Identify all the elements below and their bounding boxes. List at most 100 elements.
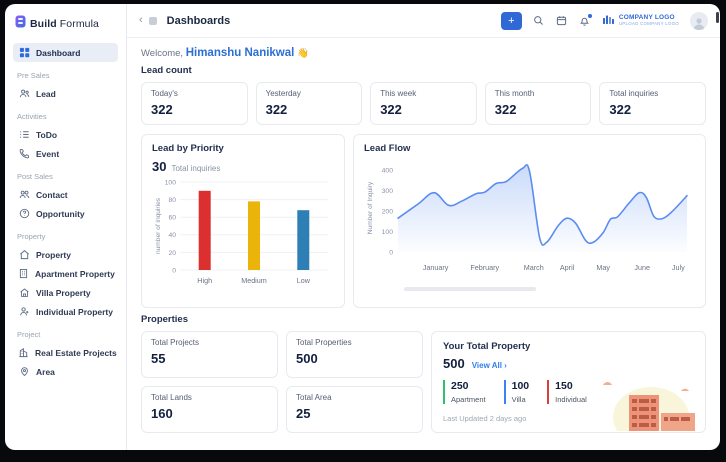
stat-label: Villa <box>512 395 530 404</box>
event-phone-icon <box>18 148 30 160</box>
sidebar-item-apartment-property[interactable]: Apartment Property <box>13 264 118 283</box>
user-avatar[interactable] <box>690 12 708 30</box>
sidebar-item-opportunity[interactable]: Opportunity <box>13 204 118 223</box>
opportunity-help-circle-icon <box>18 208 30 220</box>
apartment-stat: 250 Apartment <box>443 380 486 404</box>
buildings-illustration <box>581 369 701 433</box>
add-button[interactable]: + <box>501 12 522 30</box>
sidebar-item-label: ToDo <box>36 130 57 140</box>
chevron-right-icon: › <box>504 361 507 370</box>
stat-value: 322 <box>609 102 696 117</box>
app-logo[interactable]: Build Formula <box>15 15 118 33</box>
chevron-left-icon: ‹ <box>139 15 143 26</box>
bell-icon[interactable] <box>579 15 591 27</box>
stat-value: 322 <box>266 102 353 117</box>
svg-text:80: 80 <box>168 197 176 204</box>
company-logo[interactable]: COMPANY LOGO UPLOAD COMPANY LOGO <box>602 12 679 30</box>
lead-by-priority-card: Lead by Priority 30 Total inquiries 0204… <box>141 134 345 308</box>
sidebar-item-label: Lead <box>36 89 56 99</box>
total-lands-card[interactable]: Total Lands160 <box>141 386 278 433</box>
stat-label: Total Area <box>296 393 413 402</box>
sidebar-item-label: Area <box>36 367 55 377</box>
sidebar-item-villa-property[interactable]: Villa Property <box>13 283 118 302</box>
svg-text:0: 0 <box>172 267 176 274</box>
lead-card-total-inquiries[interactable]: Total inquiries322 <box>599 82 706 125</box>
stat-value: 160 <box>151 406 268 421</box>
todo-list-icon <box>18 129 30 141</box>
lead-people-icon <box>18 88 30 100</box>
sidebar-section-project: Project <box>17 330 114 339</box>
villa-stat: 100Villa <box>504 380 530 404</box>
vertical-scrollbar-thumb[interactable] <box>716 12 719 23</box>
svg-text:Low: Low <box>297 276 311 285</box>
sidebar-item-label: Opportunity <box>36 209 85 219</box>
total-area-card[interactable]: Total Area25 <box>286 386 423 433</box>
stat-value: 322 <box>380 102 467 117</box>
sidebar-section-property: Property <box>17 232 114 241</box>
total-property-value: 500 <box>443 356 465 371</box>
lead-card-this-week[interactable]: This week 322 <box>370 82 477 125</box>
calendar-icon[interactable] <box>556 15 568 27</box>
sidebar-item-contact[interactable]: Contact <box>13 185 118 204</box>
sidebar-item-individual-property[interactable]: Individual Property <box>13 302 118 321</box>
svg-text:100: 100 <box>382 229 394 236</box>
sidebar-item-area[interactable]: Area <box>13 362 118 381</box>
lead-card-this-month[interactable]: This month322 <box>485 82 592 125</box>
app-logo-text: Build Formula <box>30 18 99 30</box>
sidebar-item-label: Apartment Property <box>35 269 115 279</box>
view-all-link[interactable]: View All › <box>472 361 507 370</box>
svg-text:January: January <box>423 263 449 272</box>
stat-label: This month <box>495 89 582 98</box>
app-window: Build Formula Dashboard Pre Sales Lead A… <box>5 4 720 450</box>
stat-value: 250 <box>451 380 486 392</box>
svg-text:March: March <box>524 263 544 272</box>
sidebar-item-label: Individual Property <box>36 307 113 317</box>
total-projects-card[interactable]: Total Projects55 <box>141 331 278 378</box>
sidebar-item-event[interactable]: Event <box>13 144 118 163</box>
stat-value: 500 <box>296 351 413 366</box>
page-title: Dashboards <box>167 15 231 27</box>
property-home-icon <box>18 249 30 261</box>
svg-text:20: 20 <box>168 250 176 257</box>
sidebar: Build Formula Dashboard Pre Sales Lead A… <box>5 4 127 450</box>
chart-horizontal-scrollbar[interactable] <box>404 287 536 291</box>
contact-people-icon <box>18 189 30 201</box>
sidebar-item-label: Dashboard <box>36 48 80 58</box>
sidebar-item-label: Villa Property <box>36 288 91 298</box>
sidebar-collapse-button[interactable]: ‹ Dashboards <box>139 15 230 27</box>
lead-card-yesterday[interactable]: Yesterday 322 <box>256 82 363 125</box>
sidebar-item-real-estate-projects[interactable]: Real Estate Projects <box>13 343 118 362</box>
search-icon[interactable] <box>533 15 545 27</box>
villa-house-icon <box>18 287 30 299</box>
svg-text:60: 60 <box>168 215 176 222</box>
total-properties-card[interactable]: Total Properties500 <box>286 331 423 378</box>
lead-card-todays[interactable]: Today's322 <box>141 82 248 125</box>
svg-text:40: 40 <box>168 232 176 239</box>
sidebar-item-label: Event <box>36 149 59 159</box>
stat-label: This week <box>380 89 467 98</box>
stat-label: Apartment <box>451 395 486 404</box>
sidebar-item-lead[interactable]: Lead <box>13 84 118 103</box>
stat-label: Yesterday <box>266 89 353 98</box>
individual-person-icon <box>18 306 30 318</box>
build-formula-logo-icon <box>15 15 26 33</box>
lead-count-cards: Today's322 Yesterday 322 This week 322 Thi… <box>141 82 706 125</box>
priority-chart-title: Lead by Priority <box>152 143 334 154</box>
stat-value: 55 <box>151 351 268 366</box>
company-logo-bars-icon <box>602 12 615 30</box>
dashboard-grid-icon <box>18 47 30 59</box>
sidebar-section-post-sales: Post Sales <box>17 172 114 181</box>
priority-bar-chart: 020406080100HighMediumLownumber of inqui… <box>152 174 334 299</box>
sidebar-item-label: Contact <box>36 190 68 200</box>
sidebar-item-label: Real Estate Projects <box>35 348 117 358</box>
sidebar-item-dashboard[interactable]: Dashboard <box>13 43 118 62</box>
sidebar-item-todo[interactable]: ToDo <box>13 125 118 144</box>
welcome-message: Welcome, Himanshu Nanikwal 👋 <box>141 47 706 59</box>
sidebar-item-property[interactable]: Property <box>13 245 118 264</box>
dashboard-content: Welcome, Himanshu Nanikwal 👋 Lead count … <box>127 38 720 450</box>
area-location-icon <box>18 366 30 378</box>
svg-text:number of inquiries: number of inquiries <box>155 197 162 254</box>
svg-text:July: July <box>672 263 685 272</box>
real-estate-building-icon <box>18 347 29 359</box>
svg-text:Number of Inquiry: Number of Inquiry <box>367 181 374 234</box>
